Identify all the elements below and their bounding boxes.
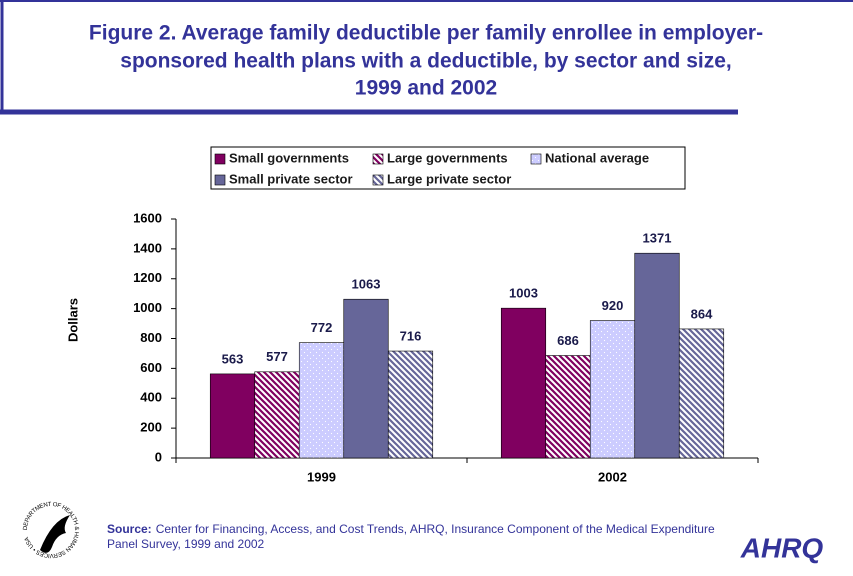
x-tick-label: 2002 bbox=[598, 469, 627, 484]
y-tick-label: 1000 bbox=[133, 300, 162, 315]
value-label: 577 bbox=[266, 349, 288, 364]
chart-title: 1999 and 2002 bbox=[355, 77, 497, 100]
source-label: Source: bbox=[107, 522, 152, 536]
legend bbox=[210, 146, 686, 190]
chart-title: Figure 2. Average family deductible per … bbox=[89, 22, 763, 45]
bar bbox=[209, 373, 256, 459]
bar bbox=[500, 307, 547, 459]
source-text: Center for Financing, Access, and Cost T… bbox=[156, 522, 715, 536]
legend-label: National average bbox=[545, 150, 649, 165]
legend-swatch bbox=[372, 153, 384, 165]
legend-label: Small governments bbox=[229, 150, 349, 165]
source-text: Panel Survey, 1999 and 2002 bbox=[107, 537, 265, 551]
legend-swatch bbox=[214, 153, 226, 165]
value-label: 1003 bbox=[509, 286, 538, 301]
value-label: 1063 bbox=[352, 277, 381, 292]
y-tick-label: 800 bbox=[140, 330, 162, 345]
y-tick-label: 1200 bbox=[133, 270, 162, 285]
y-tick-label: 400 bbox=[140, 390, 162, 405]
bar bbox=[298, 342, 345, 459]
bar bbox=[254, 371, 300, 459]
y-axis-label: Dollars bbox=[65, 298, 80, 342]
bar bbox=[589, 320, 636, 459]
legend-swatch bbox=[530, 153, 542, 165]
legend-label: Small private sector bbox=[229, 171, 353, 186]
source: Source: Center for Financing, Access, and… bbox=[107, 522, 715, 551]
legend-label: Large private sector bbox=[387, 171, 511, 186]
value-label: 864 bbox=[691, 306, 713, 321]
seal-eagle bbox=[40, 515, 70, 553]
logo: AHRQ bbox=[740, 532, 824, 563]
bar bbox=[343, 298, 389, 459]
value-label: 716 bbox=[400, 328, 422, 343]
value-label: 686 bbox=[557, 333, 579, 348]
chart-title: sponsored health plans with a deductible… bbox=[120, 50, 731, 73]
value-label: 1371 bbox=[643, 231, 672, 246]
y-tick-label: 600 bbox=[140, 360, 162, 375]
y-tick-label: 1400 bbox=[133, 240, 162, 255]
legend-swatch bbox=[372, 174, 384, 186]
bar bbox=[387, 350, 434, 459]
bar bbox=[678, 328, 725, 459]
legend-swatch bbox=[214, 174, 226, 186]
bar bbox=[634, 252, 680, 459]
y-tick-label: 200 bbox=[140, 420, 162, 435]
bar bbox=[545, 355, 591, 459]
value-label: 563 bbox=[222, 351, 244, 366]
x-tick-label: 1999 bbox=[307, 469, 336, 484]
y-tick-label: 1600 bbox=[133, 210, 162, 225]
legend-label: Large governments bbox=[387, 150, 508, 165]
value-label: 920 bbox=[602, 298, 624, 313]
value-label: 772 bbox=[311, 320, 333, 335]
y-tick-label: 0 bbox=[155, 449, 162, 464]
